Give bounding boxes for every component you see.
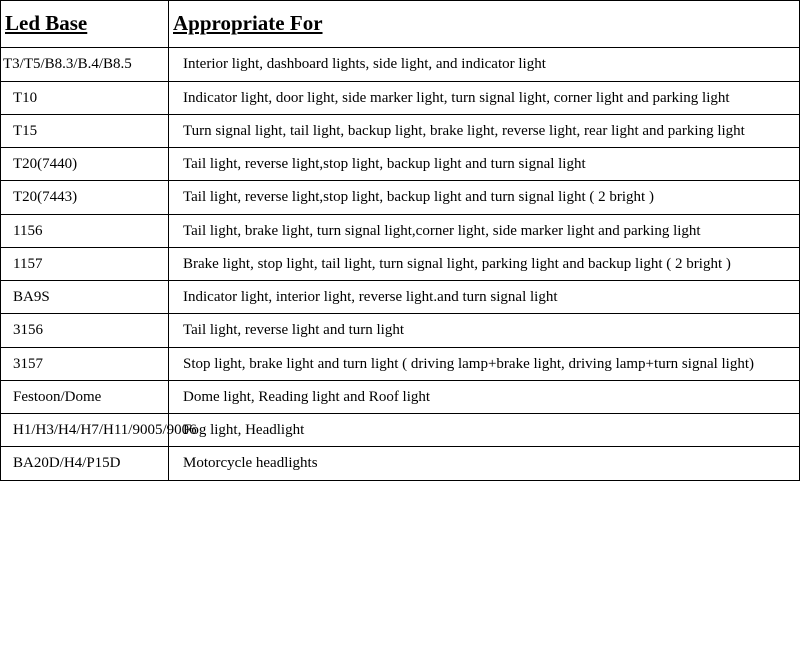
led-base-cell: H1/H3/H4/H7/H11/9005/9006 bbox=[1, 414, 169, 447]
appropriate-for-cell: Tail light, reverse light,stop light, ba… bbox=[169, 148, 800, 181]
appropriate-for-cell: Tail light, reverse light and turn light bbox=[169, 314, 800, 347]
table-header-row: Led Base Appropriate For bbox=[1, 1, 800, 48]
led-base-cell: T10 bbox=[1, 81, 169, 114]
led-base-cell: T15 bbox=[1, 114, 169, 147]
led-base-cell: 3156 bbox=[1, 314, 169, 347]
led-base-cell: 3157 bbox=[1, 347, 169, 380]
table-row: 3156Tail light, reverse light and turn l… bbox=[1, 314, 800, 347]
led-base-cell: Festoon/Dome bbox=[1, 380, 169, 413]
led-base-cell: 1156 bbox=[1, 214, 169, 247]
led-base-cell: T3/T5/B8.3/B.4/B8.5 bbox=[1, 48, 169, 81]
header-appropriate-for: Appropriate For bbox=[169, 1, 800, 48]
appropriate-for-cell: Indicator light, door light, side marker… bbox=[169, 81, 800, 114]
table-row: H1/H3/H4/H7/H11/9005/9006Fog light, Head… bbox=[1, 414, 800, 447]
appropriate-for-cell: Tail light, brake light, turn signal lig… bbox=[169, 214, 800, 247]
table-row: T20(7443)Tail light, reverse light,stop … bbox=[1, 181, 800, 214]
table-row: BA9SIndicator light, interior light, rev… bbox=[1, 281, 800, 314]
appropriate-for-cell: Brake light, stop light, tail light, tur… bbox=[169, 247, 800, 280]
appropriate-for-cell: Stop light, brake light and turn light (… bbox=[169, 347, 800, 380]
table-row: T15Turn signal light, tail light, backup… bbox=[1, 114, 800, 147]
appropriate-for-cell: Fog light, Headlight bbox=[169, 414, 800, 447]
led-base-cell: T20(7440) bbox=[1, 148, 169, 181]
appropriate-for-cell: Interior light, dashboard lights, side l… bbox=[169, 48, 800, 81]
appropriate-for-cell: Motorcycle headlights bbox=[169, 447, 800, 480]
led-base-table: Led Base Appropriate For T3/T5/B8.3/B.4/… bbox=[0, 0, 800, 481]
appropriate-for-cell: Dome light, Reading light and Roof light bbox=[169, 380, 800, 413]
led-base-cell: T20(7443) bbox=[1, 181, 169, 214]
led-base-cell: BA20D/H4/P15D bbox=[1, 447, 169, 480]
led-base-cell: 1157 bbox=[1, 247, 169, 280]
appropriate-for-cell: Indicator light, interior light, reverse… bbox=[169, 281, 800, 314]
appropriate-for-cell: Turn signal light, tail light, backup li… bbox=[169, 114, 800, 147]
header-led-base: Led Base bbox=[1, 1, 169, 48]
table-row: T20(7440)Tail light, reverse light,stop … bbox=[1, 148, 800, 181]
table-row: T3/T5/B8.3/B.4/B8.5Interior light, dashb… bbox=[1, 48, 800, 81]
table-row: Festoon/DomeDome light, Reading light an… bbox=[1, 380, 800, 413]
table-row: 1157Brake light, stop light, tail light,… bbox=[1, 247, 800, 280]
table-row: 1156Tail light, brake light, turn signal… bbox=[1, 214, 800, 247]
appropriate-for-cell: Tail light, reverse light,stop light, ba… bbox=[169, 181, 800, 214]
table-row: 3157Stop light, brake light and turn lig… bbox=[1, 347, 800, 380]
table-row: BA20D/H4/P15DMotorcycle headlights bbox=[1, 447, 800, 480]
led-base-cell: BA9S bbox=[1, 281, 169, 314]
table-row: T10Indicator light, door light, side mar… bbox=[1, 81, 800, 114]
table-body: T3/T5/B8.3/B.4/B8.5Interior light, dashb… bbox=[1, 48, 800, 480]
